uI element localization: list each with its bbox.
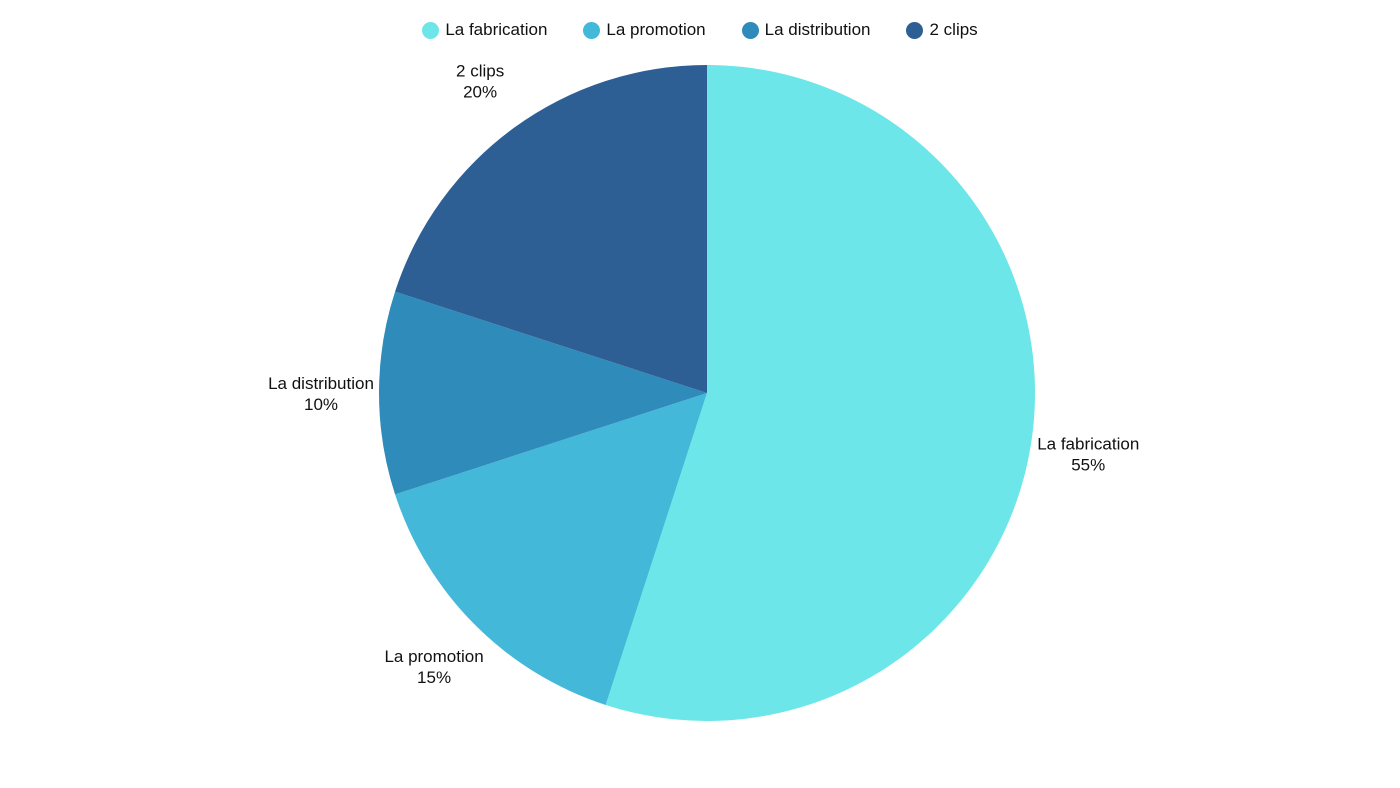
legend-swatch-2-clips xyxy=(906,21,924,39)
legend-label-fabrication: La fabrication xyxy=(445,20,548,39)
pie-slice-la-promotion[interactable] xyxy=(395,393,707,705)
legend-swatch-promotion xyxy=(583,21,601,39)
slice-label-value: 10% xyxy=(304,395,338,414)
slice-label-name: La promotion xyxy=(384,647,483,666)
pie-slice-2-clips[interactable] xyxy=(395,65,707,393)
legend: La fabrication La promotion La distribut… xyxy=(0,20,1400,40)
legend-label-promotion: La promotion xyxy=(606,20,706,39)
slice-label-name: 2 clips xyxy=(456,62,504,81)
slice-label-value: 15% xyxy=(417,668,451,687)
slice-label-name: La fabrication xyxy=(1037,434,1139,453)
slice-label-value: 55% xyxy=(1071,455,1105,474)
slice-label-value: 20% xyxy=(463,83,497,102)
pie-slice-la-distribution[interactable] xyxy=(379,291,707,495)
slice-label-la-fabrication: La fabrication 55% xyxy=(1037,434,1139,474)
legend-item-distribution[interactable]: La distribution xyxy=(741,20,871,40)
legend-swatch-fabrication xyxy=(422,21,440,39)
pie-slice-la-fabrication[interactable] xyxy=(605,65,1035,721)
slice-label-la-promotion: La promotion 15% xyxy=(384,647,483,687)
legend-label-2-clips: 2 clips xyxy=(929,20,978,39)
legend-item-fabrication[interactable]: La fabrication xyxy=(422,20,547,40)
slice-label-name: La distribution xyxy=(268,374,374,393)
slice-label-2-clips: 2 clips 20% xyxy=(456,62,504,102)
legend-item-promotion[interactable]: La promotion xyxy=(583,20,706,40)
slice-label-la-distribution: La distribution 10% xyxy=(268,374,374,414)
legend-item-2-clips[interactable]: 2 clips xyxy=(906,20,978,40)
legend-swatch-distribution xyxy=(741,21,759,39)
legend-label-distribution: La distribution xyxy=(764,20,871,39)
